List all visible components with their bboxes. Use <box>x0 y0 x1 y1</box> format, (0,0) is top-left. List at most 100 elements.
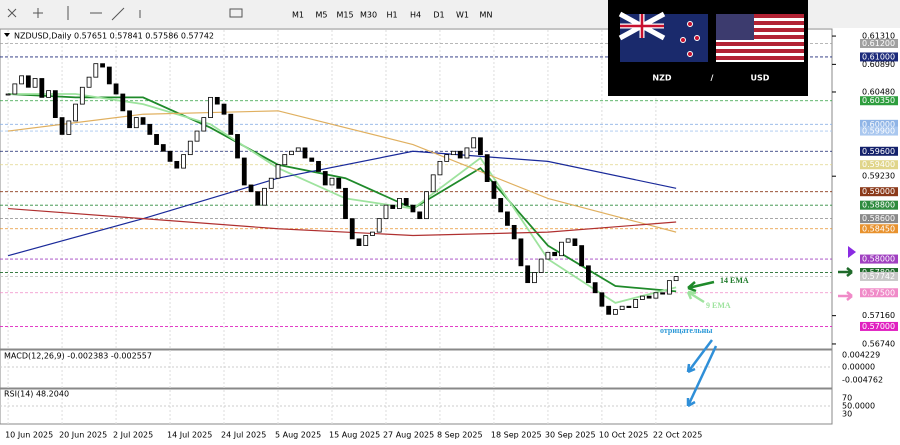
level-box <box>860 254 898 264</box>
candle <box>586 265 591 284</box>
level-label: 0.59000 <box>862 187 895 196</box>
candle <box>464 147 470 159</box>
ema9-label: 9 EMA <box>706 301 731 310</box>
candle <box>32 78 38 88</box>
candle <box>248 184 254 193</box>
candle <box>376 218 382 233</box>
timeframe-button[interactable]: H1 <box>386 11 397 20</box>
timeframe-button[interactable]: M1 <box>292 11 304 20</box>
candle <box>194 130 200 142</box>
candle <box>457 150 463 159</box>
candle <box>451 150 456 156</box>
candle <box>5 93 11 96</box>
macd-tick: 0.00000 <box>842 363 875 372</box>
candle <box>390 204 396 209</box>
candle <box>491 181 497 199</box>
level-label: 0.58600 <box>862 214 895 223</box>
timeframe-button[interactable]: M5 <box>316 11 328 20</box>
timeframe-bar: M1 M5 M15 M30 H1 H4 D1 W1 MN <box>292 11 492 20</box>
candle <box>579 245 585 267</box>
candle <box>25 75 31 88</box>
candle <box>565 238 571 243</box>
level-box <box>860 146 898 156</box>
y-tick-label: 0.60480 <box>862 87 895 96</box>
level-box <box>860 200 898 210</box>
candle <box>46 90 51 98</box>
candle <box>329 177 335 186</box>
candle <box>336 177 342 189</box>
candle <box>559 241 564 257</box>
x-tick-label: 24 Jul 2025 <box>221 431 266 440</box>
level-box <box>860 321 898 331</box>
timeframe-button[interactable]: MN <box>480 11 493 20</box>
candle <box>505 211 510 226</box>
candle <box>403 198 409 206</box>
candle <box>52 90 58 118</box>
arrow <box>687 280 715 293</box>
candle <box>639 295 645 300</box>
candle <box>73 103 78 122</box>
level-label: 0.58450 <box>862 224 895 233</box>
moving-average <box>8 110 677 233</box>
base-currency: NZD <box>652 74 671 83</box>
candle <box>100 63 105 68</box>
candle <box>444 154 450 162</box>
candle <box>349 218 355 240</box>
icon <box>229 8 243 18</box>
candle <box>660 292 666 295</box>
y-tick-label: 0.56740 <box>862 339 895 348</box>
timeframe-button[interactable]: W1 <box>456 11 469 20</box>
candle <box>295 147 301 152</box>
candle <box>228 113 234 135</box>
candle <box>309 157 315 162</box>
candle <box>397 198 402 209</box>
ema14-label: 14 EMA <box>720 276 749 285</box>
x-tick-label: 10 Oct 2025 <box>599 431 648 440</box>
candle <box>633 299 639 308</box>
timeframe-button[interactable]: M30 <box>360 11 377 20</box>
candle <box>19 75 24 85</box>
level-label: 0.61000 <box>862 52 895 61</box>
candle <box>552 251 558 257</box>
main-panel <box>0 28 833 350</box>
level-box <box>860 160 898 170</box>
timeframe-button[interactable]: D1 <box>433 11 444 20</box>
y-tick-label: 0.57160 <box>862 311 895 320</box>
candle <box>262 187 267 206</box>
candle <box>437 160 443 176</box>
timeframe-button[interactable]: H4 <box>410 11 421 20</box>
candle <box>666 280 672 295</box>
level-box <box>860 288 898 298</box>
candle <box>187 140 193 156</box>
level-box <box>860 126 898 136</box>
level-label: 0.57000 <box>862 322 895 331</box>
level-label: 0.61200 <box>862 39 895 48</box>
tool-icons <box>7 6 243 21</box>
candle <box>498 198 504 213</box>
candle <box>478 137 483 156</box>
candle <box>572 238 578 246</box>
x-tick-label: 2 Jul 2025 <box>113 431 153 440</box>
rsi-tick: 70 <box>842 394 852 403</box>
candle <box>282 154 288 166</box>
arrows <box>686 246 856 408</box>
candle <box>673 276 679 282</box>
candle <box>167 150 173 162</box>
level-box <box>860 271 898 281</box>
level-label: 0.60350 <box>862 96 895 105</box>
y-tick-label: 0.61310 <box>862 32 895 41</box>
x-tick-label: 20 Jun 2025 <box>59 431 107 440</box>
arrow <box>686 339 718 408</box>
candle <box>147 123 153 135</box>
rsi-tick: 30 <box>842 410 852 419</box>
level-label: 0.60000 <box>862 120 895 129</box>
icon <box>67 6 141 21</box>
candle <box>66 120 72 135</box>
timeframe-button[interactable]: M15 <box>336 11 353 20</box>
candle <box>653 292 659 299</box>
candle <box>127 110 132 129</box>
rsi-tick: 50.0000 <box>842 402 875 411</box>
y-tick-label: 0.59230 <box>862 172 895 181</box>
x-tick-label: 22 Oct 2025 <box>653 431 702 440</box>
